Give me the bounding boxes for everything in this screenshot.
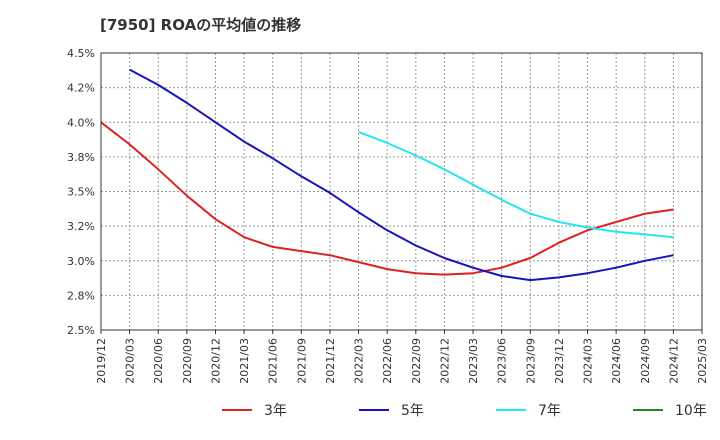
x-tick-label: 2021/06	[267, 338, 280, 384]
x-tick-label: 2024/09	[639, 338, 652, 384]
series-line-7年	[358, 130, 674, 239]
x-tick-label: 2022/03	[353, 338, 366, 384]
legend-item: 3年	[222, 400, 287, 420]
x-tick-label: 2025/03	[696, 338, 709, 384]
legend-label: 5年	[401, 403, 424, 419]
x-tick-label: 2019/12	[95, 338, 108, 384]
x-tick-label: 2023/12	[553, 338, 566, 384]
chart-title: [7950] ROAの平均値の推移	[100, 16, 302, 34]
y-tick-label: 4.2%	[67, 82, 95, 95]
legend-label: 3年	[264, 403, 287, 419]
y-tick-label: 3.8%	[67, 151, 95, 164]
x-tick-label: 2020/12	[209, 338, 222, 384]
x-tick-label: 2023/09	[524, 338, 537, 384]
x-axis-ticks: 2019/12 2020/03 2020/06 2020/09 2020/12 2021/…	[95, 330, 709, 384]
x-tick-label: 2024/06	[610, 338, 623, 384]
x-tick-label: 2024/03	[582, 338, 595, 384]
y-tick-label: 2.5%	[67, 324, 95, 337]
x-tick-label: 2020/06	[152, 338, 165, 384]
y-tick-label: 4.0%	[67, 116, 95, 129]
legend-label: 10年	[675, 403, 707, 419]
legend-item: 10年	[633, 400, 707, 420]
legend-item: 5年	[359, 400, 424, 420]
y-tick-label: 4.5%	[67, 47, 95, 60]
x-tick-label: 2020/03	[124, 338, 137, 384]
series-line-5年	[129, 68, 674, 282]
y-tick-label: 2.8%	[67, 289, 95, 302]
plot-frame	[100, 52, 703, 331]
y-axis-ticks: 2.5% 2.8% 3.0% 3.2% 3.5% 3.8% 4.0% 4.2% 4.5%	[67, 47, 95, 337]
y-tick-label: 3.5%	[67, 186, 95, 199]
x-tick-label: 2022/12	[438, 338, 451, 384]
x-tick-label: 2023/06	[496, 338, 509, 384]
series-line-3年	[100, 121, 674, 276]
legend-label: 7年	[538, 403, 561, 419]
x-tick-label: 2021/09	[295, 338, 308, 384]
legend-item: 7年	[496, 400, 561, 420]
x-tick-label: 2022/06	[381, 338, 394, 384]
x-tick-label: 2024/12	[667, 338, 680, 384]
y-tick-label: 3.0%	[67, 255, 95, 268]
y-tick-label: 3.2%	[67, 220, 95, 233]
series-lines	[100, 68, 674, 282]
legend-swatch	[633, 409, 663, 411]
x-tick-label: 2023/03	[467, 338, 480, 384]
legend-swatch	[359, 409, 389, 411]
grid-lines	[101, 53, 702, 330]
x-tick-label: 2021/12	[324, 338, 337, 384]
legend: 3年 5年 7年 10年	[0, 400, 720, 428]
x-tick-label: 2021/03	[238, 338, 251, 384]
x-tick-label: 2020/09	[181, 338, 194, 384]
x-tick-label: 2022/09	[410, 338, 423, 384]
legend-swatch	[222, 409, 252, 411]
legend-swatch	[496, 409, 526, 411]
